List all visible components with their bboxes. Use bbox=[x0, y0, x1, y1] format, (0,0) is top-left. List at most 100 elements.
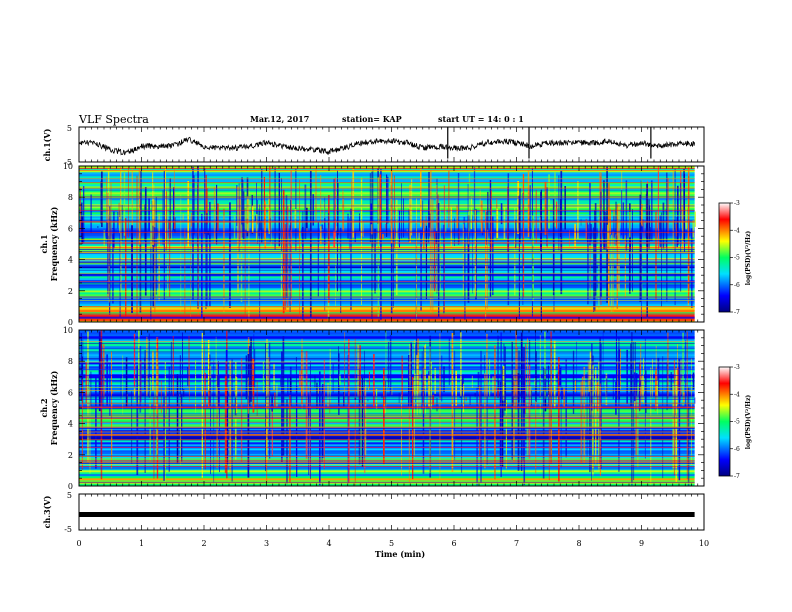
spectrogram-line bbox=[79, 462, 695, 463]
spectrogram-streak bbox=[534, 378, 536, 387]
spectrogram-band bbox=[79, 172, 695, 175]
spectrogram-streak bbox=[85, 362, 87, 403]
spectrogram-streak bbox=[589, 229, 591, 299]
spectrogram-streak bbox=[417, 338, 419, 393]
spectrogram-line bbox=[79, 205, 695, 207]
spectrogram-streak bbox=[655, 381, 658, 408]
spectrogram-streak bbox=[608, 207, 610, 306]
spectrogram-streak bbox=[363, 386, 366, 474]
spectrogram-streak bbox=[615, 234, 617, 250]
spectrogram-line bbox=[79, 221, 695, 223]
ch1-spectrogram-image bbox=[79, 166, 696, 323]
spectrogram-streak bbox=[403, 198, 404, 238]
spectrogram-line bbox=[79, 248, 695, 250]
spectrogram-band bbox=[79, 354, 695, 357]
spectrogram-streak bbox=[282, 336, 285, 456]
spectrogram-streak bbox=[586, 386, 588, 397]
spectrogram-streak bbox=[152, 221, 155, 308]
spectrogram-band bbox=[79, 462, 695, 465]
spectrogram-streak bbox=[639, 194, 642, 303]
spectrogram-streak bbox=[542, 367, 545, 479]
ch2-spectrogram-time-ticks bbox=[78, 330, 705, 486]
spectrogram-streak bbox=[204, 340, 205, 403]
spectrogram-streak bbox=[553, 340, 556, 409]
spectrogram-streak bbox=[256, 381, 258, 416]
spectrogram-streak bbox=[242, 179, 244, 227]
spectrogram-streak bbox=[256, 199, 258, 225]
spectrogram-streak bbox=[81, 379, 83, 470]
spectrogram-streak bbox=[655, 211, 657, 301]
colorbar-tick-label: -4 bbox=[734, 227, 740, 234]
spectrogram-streak bbox=[455, 370, 457, 406]
spectrogram-streak bbox=[666, 172, 668, 302]
spectrogram-streak bbox=[152, 350, 154, 391]
spectrogram-streak bbox=[692, 372, 695, 390]
spectrogram-streak bbox=[358, 368, 361, 465]
spectrogram-streak bbox=[158, 213, 160, 301]
spectrogram-streak bbox=[694, 211, 696, 227]
spectrogram-streak bbox=[352, 168, 355, 238]
spectrogram-streak bbox=[102, 359, 104, 407]
spectrogram-streak bbox=[435, 231, 438, 245]
spectrogram-band bbox=[79, 390, 695, 393]
spectrogram-streak bbox=[652, 359, 654, 398]
spectrogram-streak bbox=[289, 225, 291, 312]
spectrogram-streak bbox=[398, 210, 400, 248]
spectrogram-band bbox=[79, 378, 695, 381]
spectrogram-streak bbox=[670, 372, 673, 392]
spectrogram-band bbox=[79, 302, 695, 305]
spectrogram-streak bbox=[113, 211, 115, 249]
spectrogram-streak bbox=[133, 333, 136, 387]
spectrogram-streak bbox=[439, 333, 441, 479]
spectrogram-streak bbox=[204, 372, 206, 470]
spectrogram-streak bbox=[560, 366, 562, 468]
spectrogram-streak bbox=[556, 201, 558, 229]
spectrogram-streak bbox=[127, 167, 129, 238]
spectrogram-line bbox=[79, 351, 695, 353]
spectrogram-band bbox=[79, 370, 695, 373]
spectrogram-streak bbox=[269, 342, 271, 459]
spectrogram-band bbox=[79, 358, 695, 361]
spectrogram-line bbox=[79, 259, 695, 261]
spectrogram-streak bbox=[527, 170, 530, 238]
time-tick-label: 6 bbox=[451, 539, 456, 548]
spectrogram-streak bbox=[165, 167, 166, 248]
spectrogram-band bbox=[79, 346, 695, 349]
ch1-ytick-top: 5 bbox=[67, 124, 72, 133]
spectrogram-band bbox=[79, 396, 695, 399]
spectrogram-line bbox=[79, 318, 695, 319]
spectrogram-streak bbox=[629, 211, 631, 238]
spectrogram-band bbox=[79, 342, 695, 345]
spectrogram-streak bbox=[591, 378, 592, 481]
spectrogram-streak bbox=[616, 204, 619, 309]
spectrogram-streak bbox=[165, 387, 167, 415]
spectrogram-line bbox=[79, 239, 695, 240]
spectrogram-streak bbox=[256, 182, 257, 234]
spectrogram-line bbox=[79, 341, 695, 342]
spectrogram-streak bbox=[540, 189, 542, 321]
spectrogram-band bbox=[79, 408, 695, 411]
spectrogram-streak bbox=[451, 333, 454, 472]
time-axis-label: Time (min) bbox=[375, 549, 425, 559]
spectrogram-streak bbox=[432, 395, 435, 405]
spectrogram-streak bbox=[123, 172, 126, 236]
spectrogram-streak bbox=[389, 334, 392, 395]
spectrogram-streak bbox=[529, 185, 531, 240]
spectrogram-streak bbox=[204, 168, 206, 234]
spectrogram-streak bbox=[472, 214, 473, 294]
spectrogram-streak bbox=[591, 343, 593, 411]
spectrogram-streak bbox=[423, 345, 426, 389]
spectrogram-streak bbox=[370, 203, 373, 225]
colorbar-tick-label: -7 bbox=[734, 473, 740, 480]
spectrogram-streak bbox=[107, 222, 109, 294]
spectrogram-band bbox=[79, 446, 695, 449]
spectrogram-streak bbox=[683, 392, 685, 402]
spectrogram-streak bbox=[374, 228, 376, 294]
spectrogram-streak bbox=[245, 355, 247, 400]
spectrogram-streak bbox=[639, 361, 640, 412]
spectrogram-line bbox=[79, 282, 695, 283]
spectrogram-streak bbox=[683, 168, 685, 242]
spectrogram-streak bbox=[225, 361, 227, 397]
spectrogram-streak bbox=[574, 380, 576, 392]
